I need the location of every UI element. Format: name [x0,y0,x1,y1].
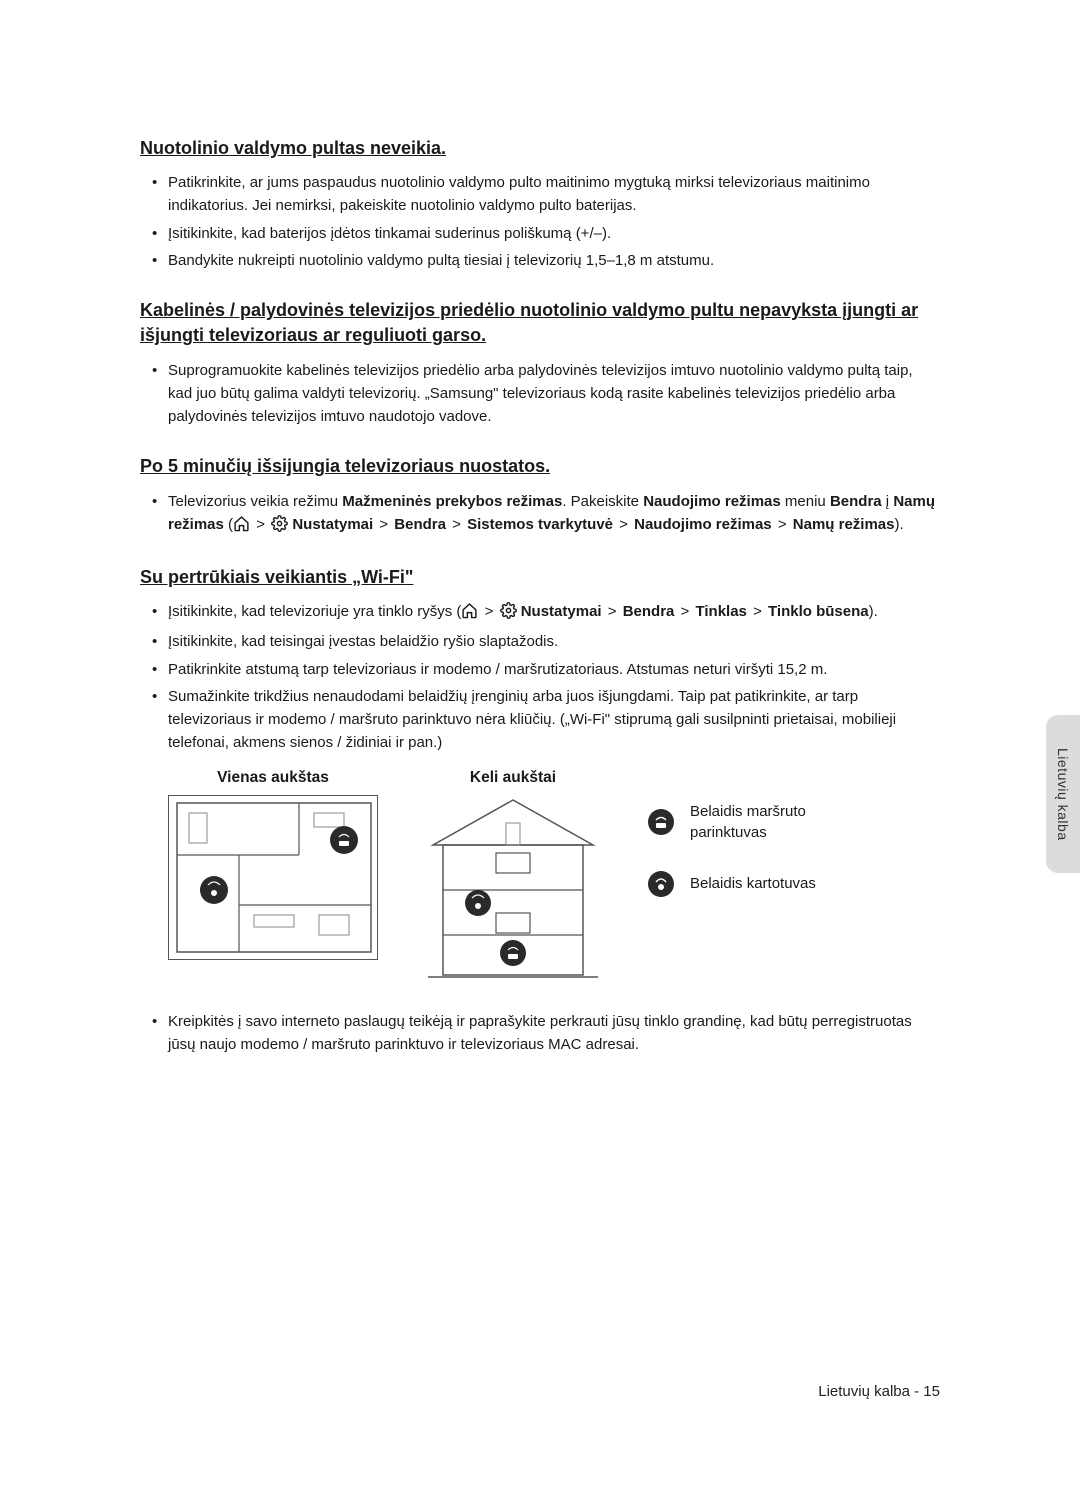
house-icon [418,795,608,985]
bullet-item: Įsitikinkite, kad teisingai įvestas bela… [168,630,940,653]
bullet-item: Suprogramuokite kabelinės televizijos pr… [168,359,940,429]
diagram-multi-floor: Keli aukštai [418,769,608,990]
legend-router: Belaidis maršruto parinktuvas [648,801,820,843]
bullet-item: Bandykite nukreipti nuotolinio valdymo p… [168,249,940,272]
section-heading-wifi: Su pertrūkiais veikiantis „Wi-Fi" [140,565,940,590]
diagram-row: Vienas aukštas Keli aukštai [168,769,940,990]
legend-repeater: Belaidis kartotuvas [648,871,820,897]
breadcrumb-item: Sistemos tvarkytuvė [467,516,613,533]
gear-icon [500,602,517,626]
router-icon [648,809,674,835]
section-heading-remote: Nuotolinio valdymo pultas neveikia. [140,136,940,161]
page-footer: Lietuvių kalba - 15 [818,1383,940,1400]
breadcrumb-item: Bendra [623,603,675,620]
sep: > [772,516,793,533]
sep: > [373,516,394,533]
text: į [882,493,894,510]
breadcrumb-item: Namų režimas [793,516,895,533]
breadcrumb-item: Nustatymai [521,603,602,620]
language-tab: Lietuvių kalba [1046,715,1080,873]
sep: > [613,516,634,533]
sep: > [250,516,271,533]
home-icon [233,515,250,539]
text: Įsitikinkite, kad televizoriuje yra tink… [168,603,461,620]
text: ( [224,516,233,533]
diagram-single-floor: Vienas aukštas [168,769,378,960]
legend-label: Belaidis kartotuvas [690,875,816,892]
text: ). [894,516,903,533]
breadcrumb-item: Naudojimo režimas [634,516,772,533]
breadcrumb-item: Nustatymai [292,516,373,533]
breadcrumb-item: Bendra [394,516,446,533]
section-heading-5min: Po 5 minučių išsijungia televizoriaus nu… [140,454,940,479]
diagram-title: Keli aukštai [418,769,608,787]
bullet-item: Televizorius veikia režimu Mažmeninės pr… [168,490,940,540]
breadcrumb-item: Tinklo būsena [768,603,869,620]
sep: > [478,603,499,620]
text: meniu [781,493,830,510]
section-heading-cable: Kabelinės / palydovinės televizijos prie… [140,298,940,348]
breadcrumb-item: Tinklas [695,603,746,620]
bold-text: Bendra [830,493,882,510]
bold-text: Mažmeninės prekybos režimas [342,493,562,510]
bullet-item: Patikrinkite, ar jums paspaudus nuotolin… [168,171,940,218]
legend-label: Belaidis maršruto parinktuvas [690,801,820,843]
floorplan-icon [169,795,377,960]
home-icon [461,602,478,626]
bullet-item: Patikrinkite atstumą tarp televizoriaus … [168,658,940,681]
repeater-icon [648,871,674,897]
sep: > [602,603,623,620]
bullet-item: Įsitikinkite, kad televizoriuje yra tink… [168,600,940,626]
bullet-item: Kreipkitės į savo interneto paslaugų tei… [168,1010,940,1057]
bold-text: Naudojimo režimas [643,493,781,510]
text: Televizorius veikia režimu [168,493,342,510]
text: . Pakeiskite [562,493,643,510]
sep: > [446,516,467,533]
bullet-list: Įsitikinkite, kad televizoriuje yra tink… [140,600,940,755]
diagram-title: Vienas aukštas [168,769,378,787]
bullet-list: Suprogramuokite kabelinės televizijos pr… [140,359,940,429]
sep: > [674,603,695,620]
diagram-legend: Belaidis maršruto parinktuvas Belaidis k… [648,801,820,897]
bullet-item: Sumažinkite trikdžius nenaudodami belaid… [168,685,940,755]
text: ). [869,603,878,620]
bullet-list: Televizorius veikia režimu Mažmeninės pr… [140,490,940,540]
language-tab-label: Lietuvių kalba [1055,748,1071,841]
gear-icon [271,515,288,539]
sep: > [747,603,768,620]
bullet-list: Kreipkitės į savo interneto paslaugų tei… [140,1010,940,1057]
bullet-list: Patikrinkite, ar jums paspaudus nuotolin… [140,171,940,272]
bullet-item: Įsitikinkite, kad baterijos įdėtos tinka… [168,222,940,245]
